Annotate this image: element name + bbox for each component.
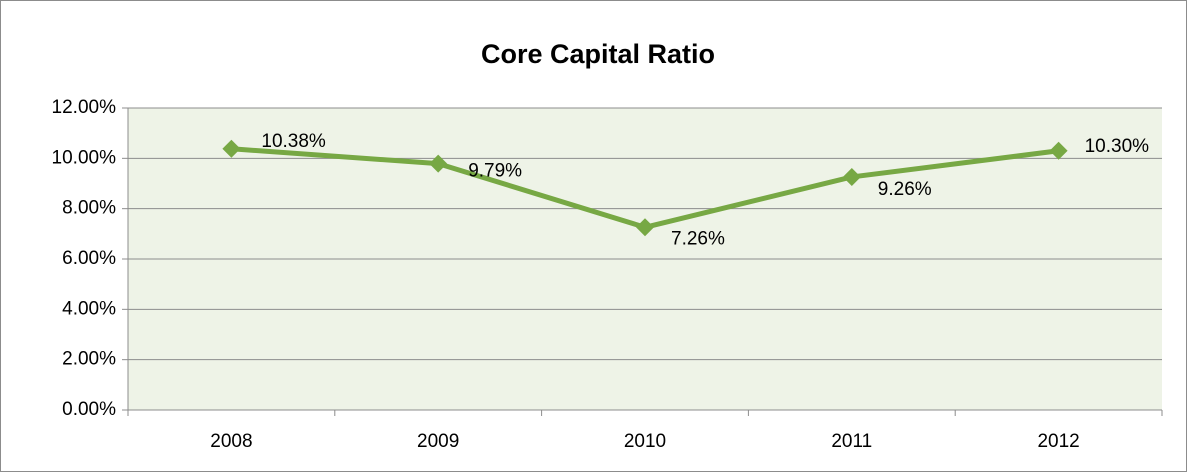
y-tick-label: 8.00% (62, 198, 116, 219)
data-label: 9.79% (468, 161, 522, 182)
marker (429, 154, 448, 173)
x-tick-label: 2012 (1037, 431, 1079, 452)
x-tick-label: 2011 (831, 431, 872, 452)
marker (1049, 141, 1068, 160)
chart-title: Core Capital Ratio (481, 39, 715, 69)
marker (842, 167, 861, 186)
data-label: 10.30% (1085, 136, 1150, 157)
y-tick-label: 4.00% (62, 298, 116, 319)
marker (222, 139, 241, 158)
x-tick-label: 2009 (417, 431, 459, 452)
y-tick-label: 10.00% (52, 147, 117, 168)
x-tick-label: 2010 (624, 431, 666, 452)
y-tick-label: 2.00% (62, 349, 116, 370)
marker (636, 218, 654, 237)
data-label: 10.38% (261, 131, 326, 152)
data-label: 7.26% (671, 228, 725, 249)
y-tick-label: 0.00% (62, 399, 116, 420)
y-tick-label: 6.00% (62, 248, 116, 269)
y-tick-label: 12.00% (52, 97, 117, 118)
x-tick-label: 2008 (210, 431, 252, 452)
data-label: 9.26% (878, 179, 932, 200)
